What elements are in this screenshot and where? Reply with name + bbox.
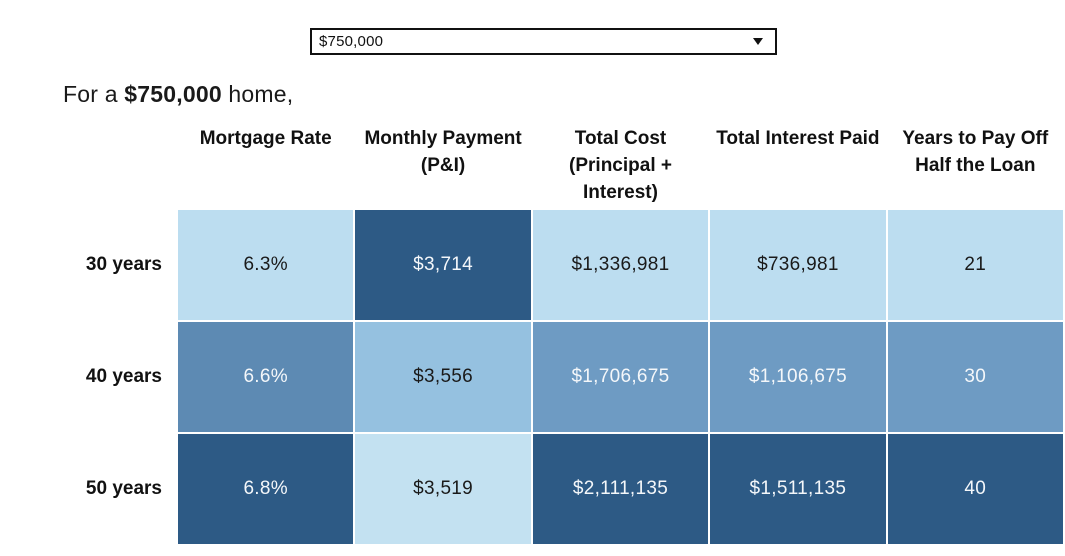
table-cell: 6.6% [178,322,354,432]
corner-spacer [0,124,176,208]
row-label-30-years: 30 years [0,210,176,320]
page-title-amount: $750,000 [124,81,222,107]
home-price-select[interactable]: $750,000 [310,28,777,55]
table-cell: $1,511,135 [710,434,886,544]
table-cell: $3,714 [355,210,531,320]
column-header-mortgage-rate: Mortgage Rate [199,128,332,149]
table-cell: 6.3% [178,210,354,320]
chevron-down-icon [753,38,763,45]
table-cell: $1,336,981 [532,210,709,320]
column-header-total-interest: Total Interest Paid [716,128,880,149]
table-cell: $2,111,135 [532,434,709,544]
row-label-40-years: 40 years [0,322,176,432]
page-title: For a $750,000 home, [63,81,293,108]
column-header-monthly-payment: Monthly Payment (P&I) [364,128,522,176]
table-cell: $3,556 [355,322,531,432]
table-cell: $736,981 [710,210,886,320]
column-header-years-half-loan: Years to Pay Off Half the Loan [902,128,1049,176]
table-cell: 21 [887,210,1063,320]
column-header-total-cost: Total Cost (Principal + Interest) [569,128,672,203]
page-title-suffix: home, [221,81,294,107]
table-cell: 6.8% [178,434,354,544]
mortgage-table: Mortgage Rate Monthly Payment (P&I) Tota… [0,124,1063,544]
table-cell: $1,706,675 [532,322,709,432]
table-cell: 30 [887,322,1063,432]
page-title-prefix: For a [63,81,125,107]
table-cell: $1,106,675 [710,322,886,432]
table-cell: $3,519 [355,434,531,544]
table-cell: 40 [887,434,1063,544]
home-price-select-value: $750,000 [319,33,384,50]
row-label-50-years: 50 years [0,434,176,544]
